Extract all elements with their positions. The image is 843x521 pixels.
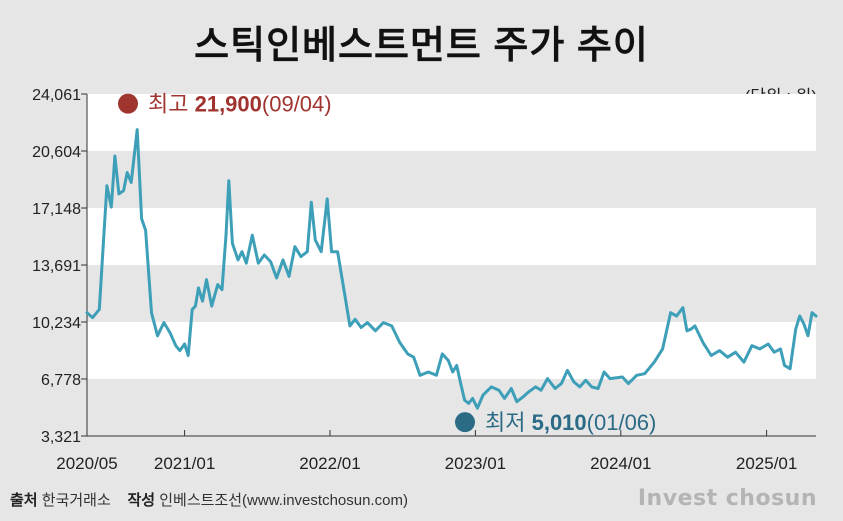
high-annotation: 최고 21,900(09/04) [148, 92, 332, 117]
low-prefix: 최저 [485, 410, 532, 435]
author-value: 인베스트조선(www.investchosun.com) [159, 492, 408, 509]
annotations: 최고 21,900(09/04) 최저 5,010(01/06) [118, 92, 656, 435]
y-axis-ticks: 3,321 6,778 10,234 13,691 17,148 20,604 24,061 [32, 87, 88, 446]
y-tick-label: 3,321 [41, 429, 81, 446]
author-label: 작성 [127, 492, 156, 509]
y-tick-label: 13,691 [32, 258, 81, 275]
x-tick-label: 2022/01 [299, 454, 360, 473]
high-prefix: 최고 [148, 92, 195, 117]
high-marker [118, 93, 138, 114]
low-date: (01/06) [587, 410, 657, 435]
x-axis-ticks: 2020/05 2021/01 2022/01 2023/01 2024/01 2025/… [56, 430, 816, 473]
price-line [85, 128, 818, 410]
x-tick-label: 2023/01 [445, 454, 506, 473]
x-tick-label: 2024/01 [590, 454, 651, 473]
chart-title: 스틱인베스트먼트 주가 추이 [194, 25, 649, 67]
y-tick-label: 6,778 [41, 372, 81, 389]
source-label: 출처 [10, 492, 38, 509]
y-tick-label: 17,148 [32, 201, 81, 218]
background-bands [87, 94, 816, 379]
band [87, 208, 816, 265]
x-tick-label: 2020/05 [56, 454, 117, 473]
y-tick-label: 10,234 [32, 315, 81, 332]
y-tick-label: 24,061 [32, 87, 81, 104]
band [87, 94, 816, 151]
low-annotation: 최저 5,010(01/06) [485, 410, 656, 435]
y-tick-label: 20,604 [32, 144, 81, 161]
high-date: (09/04) [262, 92, 332, 117]
x-tick-label: 2021/01 [154, 454, 215, 473]
low-value: 5,010 [532, 410, 587, 435]
x-tick-label: 2025/01 [736, 454, 797, 473]
brand-logo: Invest chosun [637, 486, 817, 511]
source-value: 한국거래소 [41, 492, 111, 509]
high-value: 21,900 [195, 92, 262, 117]
low-marker [455, 412, 475, 433]
footer: 출처 한국거래소 작성 인베스트조선(www.investchosun.com) [10, 489, 408, 510]
